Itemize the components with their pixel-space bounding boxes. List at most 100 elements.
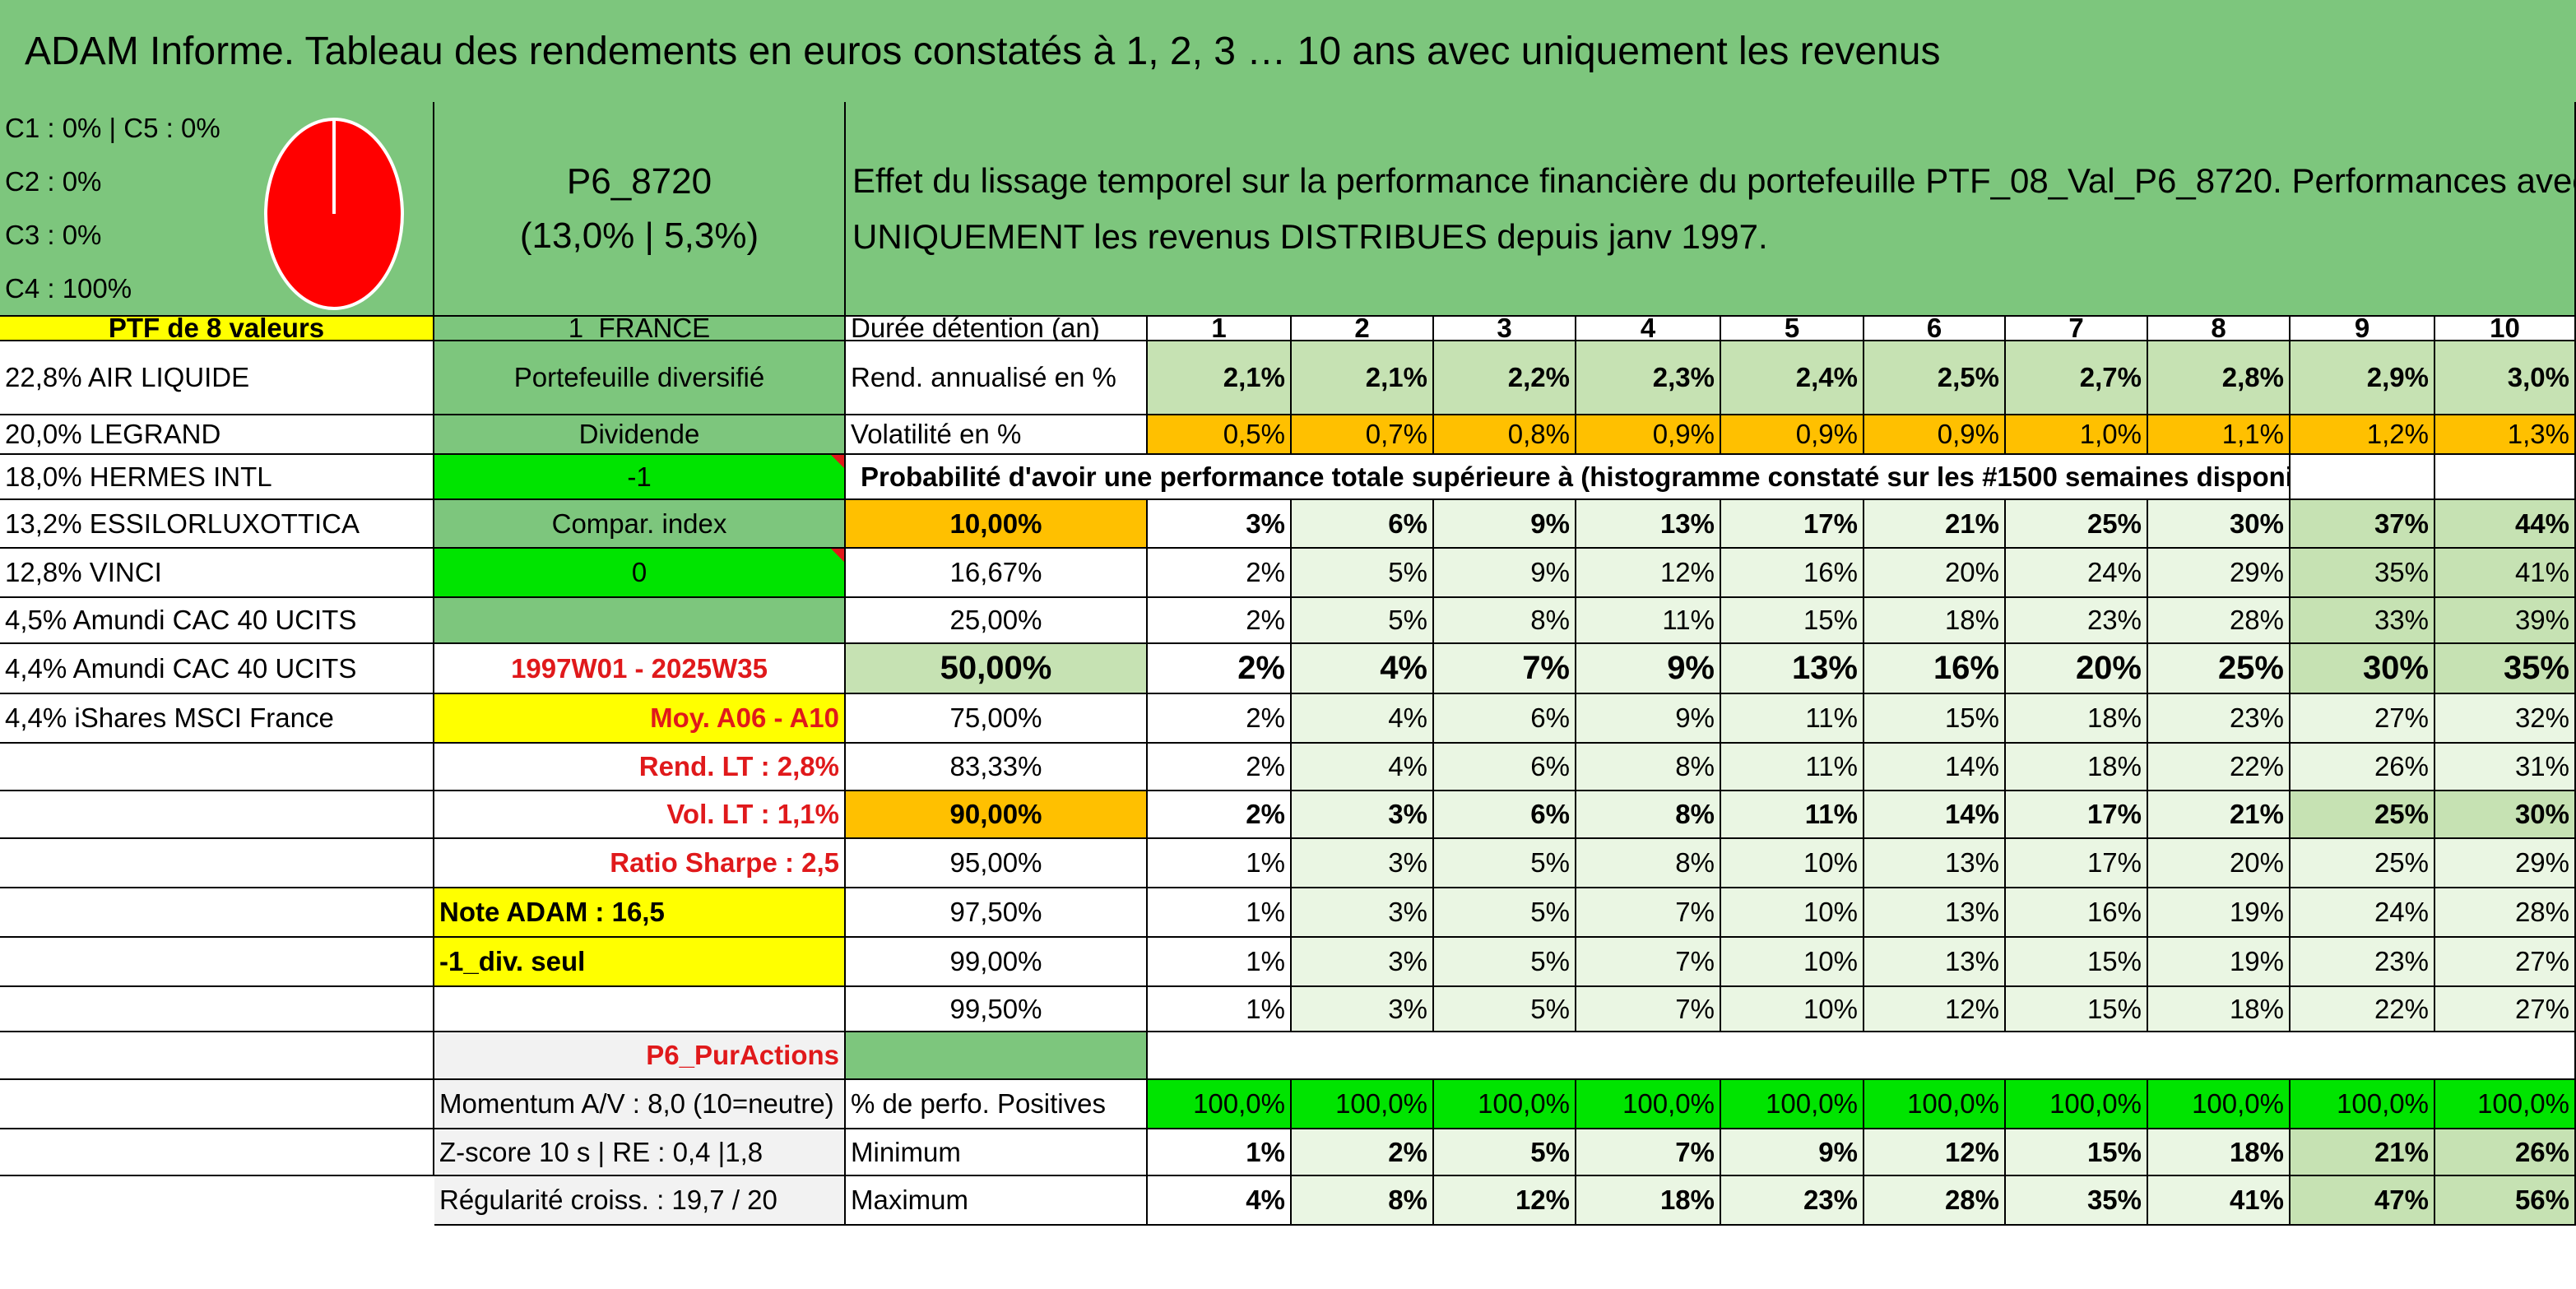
empty-cell	[0, 938, 434, 987]
max-value: 18%	[1576, 1176, 1721, 1226]
asset-class-line: C3 : 0%	[5, 219, 102, 250]
prob-value: 20%	[2148, 839, 2291, 888]
holding-item: 12,8% VINCI	[0, 549, 434, 598]
empty-cell	[0, 744, 434, 791]
empty-cell	[846, 1032, 1148, 1080]
prob-value: 10%	[1721, 839, 1864, 888]
prob-value: 16%	[1721, 549, 1864, 598]
prob-value: 18%	[1864, 598, 2006, 644]
max-value: 41%	[2148, 1176, 2291, 1226]
prob-value: 17%	[1721, 500, 1864, 549]
year-header: 4	[1576, 317, 1721, 341]
prob-value: 22%	[2148, 744, 2291, 791]
prob-value: 6%	[1292, 500, 1434, 549]
prob-value: 2%	[1148, 598, 1292, 644]
note-adam: Note ADAM : 16,5	[434, 888, 846, 938]
prob-value: 15%	[1864, 694, 2006, 744]
prob-value: 44%	[2435, 500, 2576, 549]
comment-marker	[831, 549, 844, 562]
prob-value: 23%	[2006, 598, 2148, 644]
prob-value: 16%	[2006, 888, 2148, 938]
prob-value: 25%	[2291, 791, 2435, 839]
prob-value: 39%	[2435, 598, 2576, 644]
rend-value: 3,0%	[2435, 341, 2576, 415]
prob-value: 1%	[1148, 987, 1292, 1032]
rend-value: 2,9%	[2291, 341, 2435, 415]
prob-value: 19%	[2148, 938, 2291, 987]
year-header: 2	[1292, 317, 1434, 341]
zscore: Z-score 10 s | RE : 0,4 |1,8	[434, 1129, 846, 1176]
rend-value: 2,1%	[1148, 341, 1292, 415]
comment-marker	[831, 455, 844, 468]
prob-value: 10%	[1721, 938, 1864, 987]
empty-cell	[0, 1080, 434, 1129]
description-line: UNIQUEMENT les revenus DISTRIBUES depuis…	[852, 216, 1768, 256]
year-header: 3	[1434, 317, 1576, 341]
prob-value: 35%	[2291, 549, 2435, 598]
empty-cell	[0, 1032, 434, 1080]
allocation-pie-chart	[264, 118, 404, 310]
prob-threshold: 50,00%	[846, 644, 1148, 694]
dividende-label: Dividende	[434, 415, 846, 455]
prob-threshold: 25,00%	[846, 598, 1148, 644]
prob-threshold: 10,00%	[846, 500, 1148, 549]
holding-item: 18,0% HERMES INTL	[0, 455, 434, 500]
portfolio-performance: (13,0% | 5,3%)	[519, 215, 759, 256]
empty-cell	[434, 598, 846, 644]
prob-value: 15%	[2006, 938, 2148, 987]
asset-class-line: C1 : 0% | C5 : 0%	[5, 113, 220, 144]
prob-value: 9%	[1576, 694, 1721, 744]
empty-cell	[1148, 1032, 2576, 1080]
prob-value: 13%	[1864, 938, 2006, 987]
prob-value: 4%	[1292, 644, 1434, 694]
vol-label: Volatilité en %	[846, 415, 1148, 455]
year-header: 10	[2435, 317, 2576, 341]
prob-value: 26%	[2291, 744, 2435, 791]
holding-item: 20,0% LEGRAND	[0, 415, 434, 455]
prob-threshold: 99,50%	[846, 987, 1148, 1032]
prob-value: 3%	[1148, 500, 1292, 549]
year-header: 1	[1148, 317, 1292, 341]
pos-value: 100,0%	[1148, 1080, 1292, 1129]
prob-value: 10%	[1721, 888, 1864, 938]
prob-value: 29%	[2148, 549, 2291, 598]
prob-value: 30%	[2291, 644, 2435, 694]
prob-value: 11%	[1721, 791, 1864, 839]
dividende-value: -1	[434, 455, 846, 500]
prob-value: 11%	[1576, 598, 1721, 644]
compar-label: Compar. index	[434, 500, 846, 549]
prob-value: 9%	[1434, 500, 1576, 549]
prob-threshold: 99,00%	[846, 938, 1148, 987]
prob-value: 2%	[1148, 644, 1292, 694]
empty-cell	[2291, 455, 2435, 500]
rend-lt: Rend. LT : 2,8%	[434, 744, 846, 791]
prob-value: 16%	[1864, 644, 2006, 694]
max-value: 35%	[2006, 1176, 2148, 1226]
max-value: 28%	[1864, 1176, 2006, 1226]
prob-value: 20%	[1864, 549, 2006, 598]
holding-item: 4,5% Amundi CAC 40 UCITS	[0, 598, 434, 644]
prob-value: 3%	[1292, 888, 1434, 938]
prob-value: 3%	[1292, 938, 1434, 987]
pos-value: 100,0%	[2148, 1080, 2291, 1129]
prob-value: 41%	[2435, 549, 2576, 598]
prob-value: 29%	[2435, 839, 2576, 888]
prob-value: 4%	[1292, 744, 1434, 791]
prob-value: 6%	[1434, 791, 1576, 839]
pos-value: 100,0%	[1292, 1080, 1434, 1129]
prob-value: 6%	[1434, 744, 1576, 791]
regularite: Régularité croiss. : 19,7 / 20	[434, 1176, 846, 1226]
ptf-header: PTF de 8 valeurs	[0, 317, 434, 341]
min-value: 2%	[1292, 1129, 1434, 1176]
pos-value: 100,0%	[1864, 1080, 2006, 1129]
empty-cell	[434, 987, 846, 1032]
empty-cell	[0, 791, 434, 839]
max-label: Maximum	[846, 1176, 1148, 1226]
prob-value: 12%	[1576, 549, 1721, 598]
pos-value: 100,0%	[1434, 1080, 1576, 1129]
vol-value: 0,9%	[1576, 415, 1721, 455]
prob-value: 13%	[1864, 888, 2006, 938]
prob-value: 17%	[2006, 839, 2148, 888]
max-value: 56%	[2435, 1176, 2576, 1226]
prob-value: 7%	[1576, 938, 1721, 987]
